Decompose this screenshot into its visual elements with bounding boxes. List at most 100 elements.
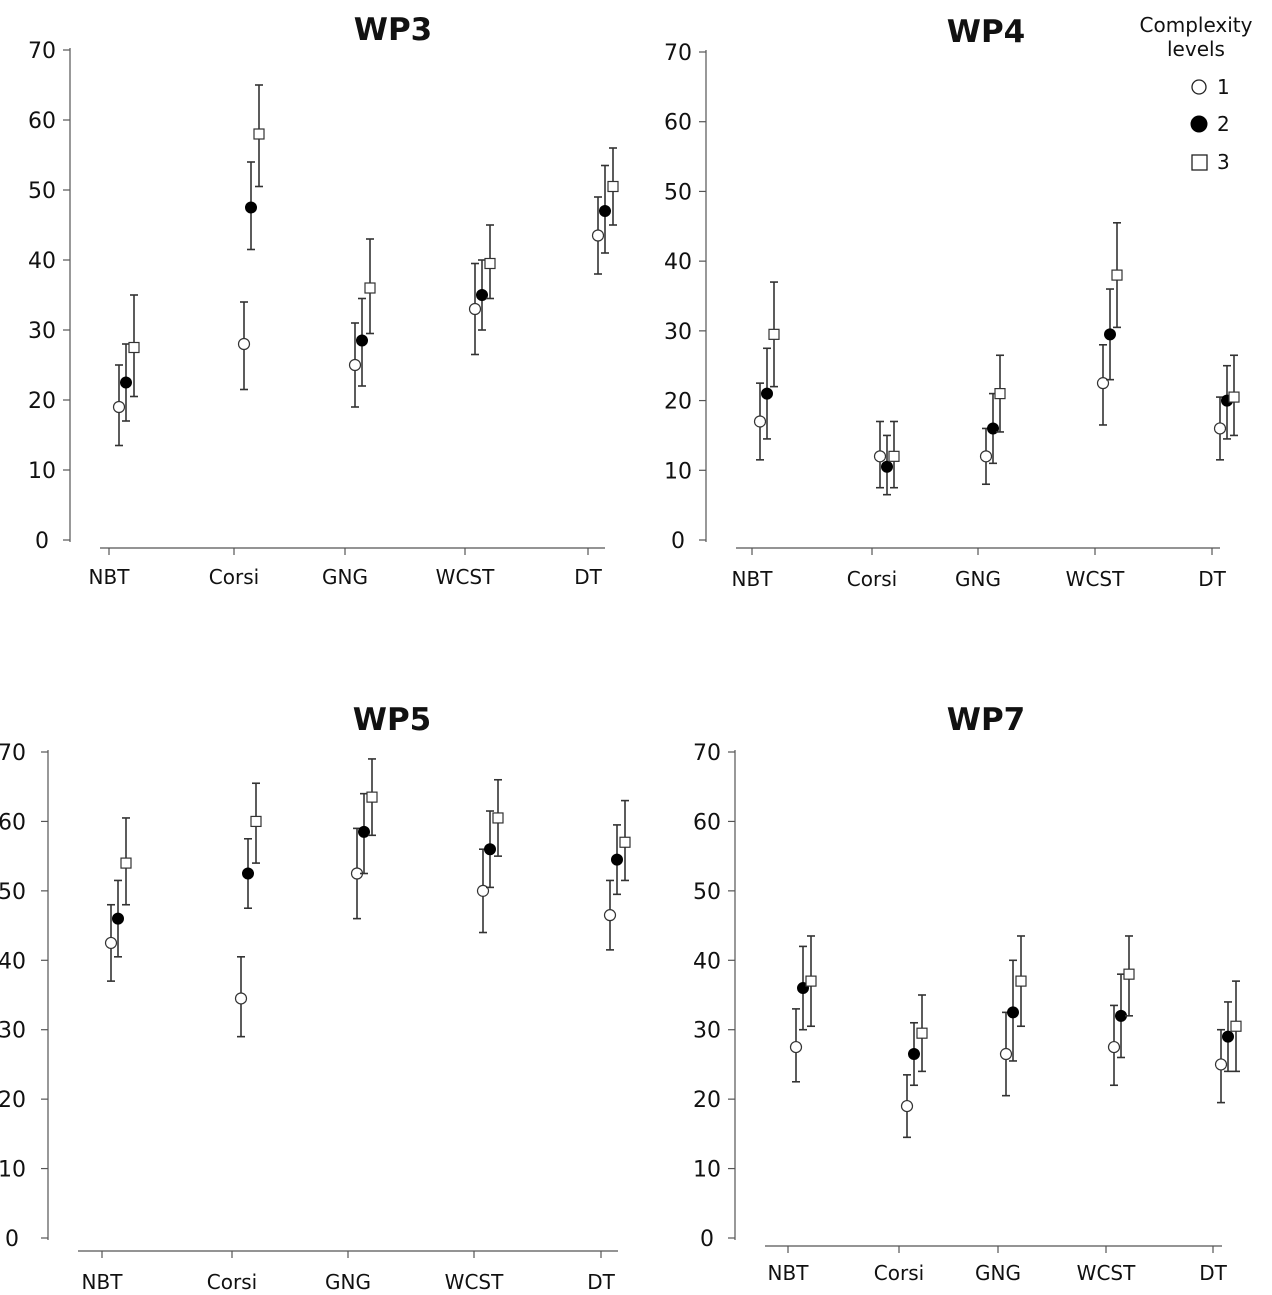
x-tick-label-dt: DT <box>574 565 602 589</box>
y-tick-label: 10 <box>693 1158 721 1183</box>
point-nbt-level-2 <box>120 376 132 389</box>
point-dt-level-3 <box>1228 391 1240 403</box>
x-tick-label-wcst: WCST <box>436 565 495 589</box>
point-dt-level-2 <box>1222 1030 1234 1043</box>
point-corsi-level-2 <box>881 460 893 473</box>
point-dt-level-1 <box>591 229 605 242</box>
point-dt-level-2 <box>611 853 623 866</box>
point-corsi-level-1 <box>237 337 251 351</box>
y-tick-label: 0 <box>700 1227 714 1252</box>
point-corsi-level-2 <box>908 1048 920 1061</box>
point-gng-level-2 <box>1007 1006 1019 1019</box>
point-wcst-level-2 <box>476 289 488 301</box>
point-wcst-level-3 <box>492 812 504 824</box>
point-wcst-level-3 <box>484 257 496 270</box>
y-tick-label: 20 <box>0 1088 26 1113</box>
y-tick-label: 70 <box>664 41 692 66</box>
point-wcst-level-1 <box>1096 377 1110 390</box>
x-tick-label-dt: DT <box>1198 567 1226 591</box>
y-tick-label: 70 <box>693 741 721 766</box>
y-tick-label: 30 <box>28 319 56 344</box>
point-wcst-level-1 <box>1107 1040 1121 1054</box>
panel-title: WP3 <box>354 12 432 48</box>
point-corsi-level-3 <box>253 128 265 140</box>
point-nbt-level-1 <box>789 1040 803 1054</box>
y-tick-label: 30 <box>664 320 692 345</box>
legend-label-2: 2 <box>1217 112 1230 136</box>
y-tick-label: 20 <box>693 1088 721 1113</box>
point-gng-level-3 <box>364 282 376 294</box>
x-tick-label-corsi: Corsi <box>207 1270 257 1294</box>
x-tick-label-nbt: NBT <box>732 567 774 591</box>
y-tick-label: 40 <box>0 949 26 974</box>
x-tick-label-gng: GNG <box>322 565 368 589</box>
x-tick-label-wcst: WCST <box>1066 567 1125 591</box>
x-tick-label-wcst: WCST <box>445 1270 504 1294</box>
point-nbt-level-1 <box>112 400 126 414</box>
y-tick-label: 40 <box>28 249 56 274</box>
y-tick-label: 70 <box>0 741 26 766</box>
y-tick-label: 50 <box>28 179 56 204</box>
point-nbt-level-3 <box>120 857 132 869</box>
x-tick-label-dt: DT <box>1199 1261 1227 1285</box>
y-tick-label: 10 <box>28 459 56 484</box>
point-nbt-level-3 <box>805 975 817 987</box>
point-gng-level-3 <box>1015 975 1027 987</box>
point-gng-level-3 <box>994 388 1006 400</box>
point-corsi-level-1 <box>873 450 887 463</box>
point-wcst-level-1 <box>468 302 482 316</box>
point-dt-level-3 <box>619 836 631 848</box>
y-tick-label: 60 <box>28 109 56 134</box>
point-dt-level-2 <box>599 205 611 217</box>
point-wcst-level-3 <box>1111 269 1123 281</box>
y-tick-label: 10 <box>664 459 692 484</box>
panel-title: WP4 <box>947 14 1025 50</box>
point-corsi-level-1 <box>900 1099 914 1113</box>
legend-marker-open-circle <box>1191 79 1207 95</box>
point-wcst-level-2 <box>1115 1009 1127 1022</box>
point-wcst-level-2 <box>1104 328 1116 341</box>
y-tick-label: 40 <box>664 250 692 275</box>
point-nbt-level-3 <box>128 341 140 354</box>
point-dt-level-1 <box>603 909 617 922</box>
legend: Complexity levels 1 2 3 <box>1140 13 1253 174</box>
point-nbt-level-2 <box>112 912 124 925</box>
y-tick-label: 0 <box>5 1227 19 1252</box>
y-tick-label: 50 <box>693 880 721 905</box>
point-nbt-level-2 <box>761 387 773 400</box>
legend-label-3: 3 <box>1217 150 1230 174</box>
x-tick-label-gng: GNG <box>975 1261 1021 1285</box>
y-tick-label: 50 <box>664 180 692 205</box>
point-nbt-level-3 <box>768 328 780 340</box>
y-tick-label: 0 <box>671 529 685 554</box>
point-gng-level-3 <box>366 791 378 803</box>
panel-wp3: WP3 0 10 20 30 40 50 60 70 NBT Corsi GNG WCST DT <box>28 12 619 589</box>
x-tick-label-wcst: WCST <box>1077 1261 1136 1285</box>
y-tick-label: 30 <box>0 1019 26 1044</box>
point-gng-level-2 <box>356 334 368 347</box>
point-corsi-level-3 <box>250 815 262 828</box>
x-tick-label-corsi: Corsi <box>847 567 897 591</box>
point-nbt-level-1 <box>753 415 767 428</box>
legend-label-1: 1 <box>1217 75 1230 99</box>
point-dt-level-1 <box>1213 422 1227 435</box>
panel-title: WP5 <box>353 702 431 738</box>
y-tick-label: 10 <box>0 1158 26 1183</box>
point-gng-level-1 <box>979 450 993 463</box>
legend-title-line1: Complexity <box>1140 13 1253 37</box>
x-tick-label-nbt: NBT <box>768 1261 810 1285</box>
panel-title: WP7 <box>947 702 1025 738</box>
x-tick-label-nbt: NBT <box>89 565 131 589</box>
x-tick-label-gng: GNG <box>955 567 1001 591</box>
point-corsi-level-2 <box>245 201 257 214</box>
point-dt-level-3 <box>1230 1020 1242 1032</box>
point-gng-level-2 <box>987 422 999 435</box>
point-dt-level-1 <box>1214 1058 1228 1071</box>
panel-wp5: WP5 0 10 20 30 40 50 60 70 NBT Corsi GNG WCST DT <box>0 702 631 1294</box>
y-tick-label: 20 <box>28 389 56 414</box>
point-wcst-level-2 <box>484 843 496 856</box>
x-tick-label-dt: DT <box>587 1270 615 1294</box>
y-tick-label: 20 <box>664 390 692 415</box>
legend-marker-open-square <box>1191 154 1208 171</box>
